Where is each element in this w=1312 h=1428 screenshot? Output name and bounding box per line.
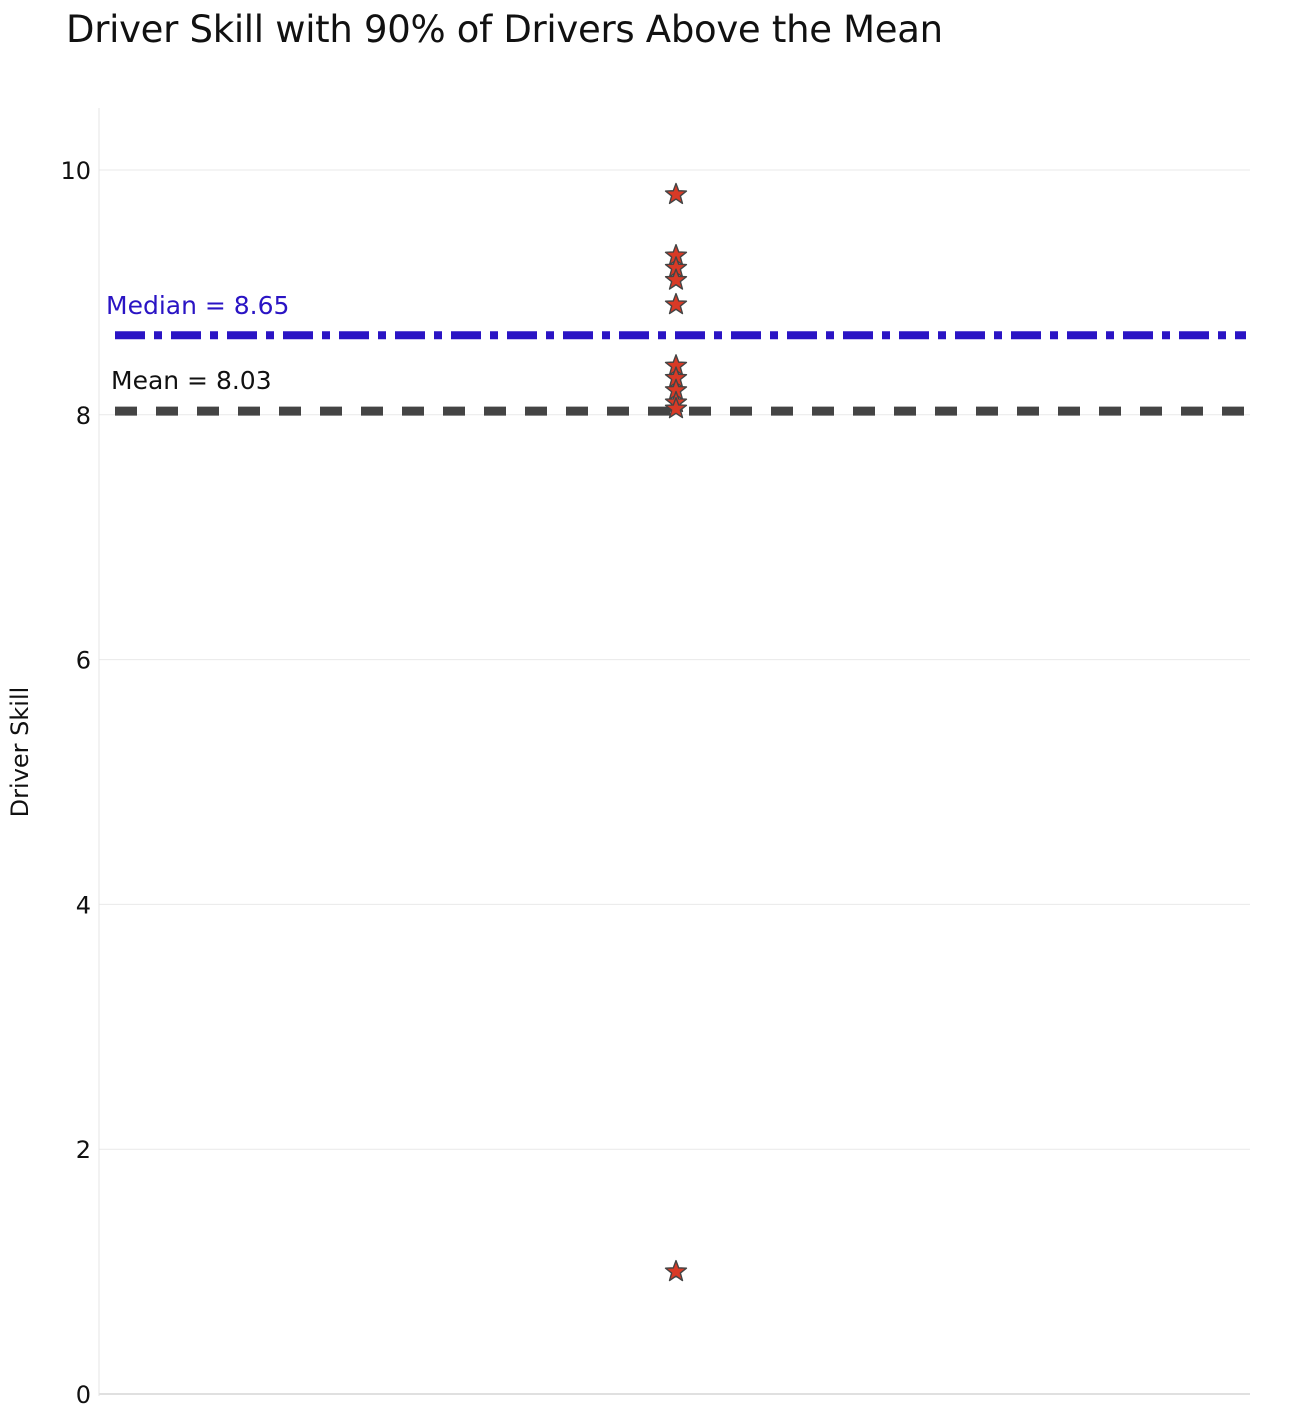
y-tick-label: 10: [60, 157, 91, 185]
data-point-star: [664, 1259, 688, 1282]
y-tick-labels: 0 2 4 6 8 10: [60, 157, 91, 1409]
y-tick-label: 6: [76, 647, 91, 675]
y-tick-label: 8: [76, 402, 91, 430]
mean-label: Mean = 8.03: [111, 366, 272, 395]
y-tick-label: 0: [76, 1381, 91, 1409]
chart-title: Driver Skill with 90% of Drivers Above t…: [66, 8, 943, 51]
data-point-star: [664, 182, 688, 205]
gridlines: [99, 169, 1250, 1395]
data-points: [664, 182, 688, 1282]
data-point-star: [664, 268, 688, 290]
y-tick-label: 2: [76, 1136, 91, 1164]
data-point-star: [664, 292, 688, 315]
median-label: Median = 8.65: [106, 291, 289, 320]
data-point-star: [664, 396, 688, 419]
y-tick-label: 4: [76, 891, 91, 919]
reference-lines: Median = 8.65 Mean = 8.03: [106, 291, 1246, 416]
